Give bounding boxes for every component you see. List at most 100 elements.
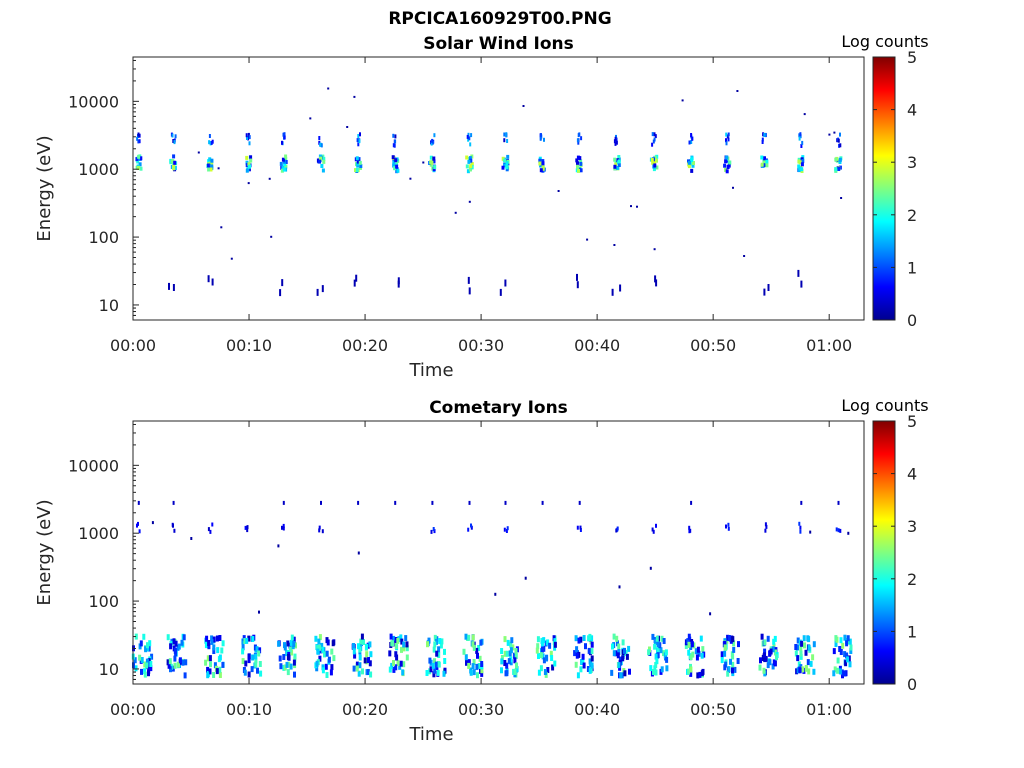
- heatmap-cell: [279, 161, 283, 166]
- heatmap-cell: [619, 672, 623, 679]
- heatmap-cell: [369, 651, 373, 658]
- heatmap-cell: [258, 647, 262, 654]
- heatmap-cell: [443, 648, 446, 655]
- colorbar-tick-label: 4: [907, 465, 917, 484]
- heatmap-cell: [658, 642, 662, 649]
- heatmap-cell: [687, 641, 691, 648]
- heatmap-cell: [763, 133, 766, 137]
- heatmap-cell: [687, 164, 691, 169]
- heatmap-cell: [246, 525, 249, 530]
- heatmap-cell: [289, 663, 293, 670]
- heatmap-cell: [588, 633, 592, 640]
- heatmap-cell: [834, 167, 838, 172]
- heatmap-cell: [848, 661, 852, 668]
- heatmap-cell: [699, 635, 703, 642]
- heatmap-cell: [140, 657, 144, 663]
- heatmap-cell: [578, 500, 581, 505]
- heatmap-cell: [553, 641, 557, 648]
- heatmap-cell: [405, 654, 409, 661]
- heatmap-cell: [650, 157, 654, 162]
- heatmap-cell: [172, 166, 176, 171]
- heatmap-cell: [212, 648, 216, 654]
- heatmap-cell: [733, 666, 737, 673]
- heatmap-cell: [539, 136, 542, 141]
- heatmap-cell: [512, 652, 516, 659]
- heatmap-cell: [763, 288, 766, 296]
- heatmap-cell: [475, 663, 479, 670]
- heatmap-cell: [725, 155, 729, 160]
- heatmap-cell: [355, 167, 359, 172]
- heatmap-cell: [144, 646, 148, 653]
- heatmap-cell: [357, 670, 361, 677]
- heatmap-cell: [541, 161, 545, 166]
- heatmap-cell: [545, 654, 549, 661]
- heatmap-cell: [139, 166, 143, 171]
- heatmap-cell: [402, 645, 406, 652]
- heatmap-cell: [205, 635, 209, 642]
- heatmap-cell: [286, 654, 290, 660]
- heatmap-cell: [617, 163, 621, 167]
- heatmap-cell: [612, 633, 616, 640]
- heatmap-cell: [355, 661, 359, 668]
- heatmap-cell: [318, 634, 322, 641]
- heatmap-cell: [249, 158, 253, 163]
- heatmap-cell: [433, 529, 436, 534]
- heatmap-cell: [769, 648, 773, 655]
- heatmap-cell: [579, 636, 583, 643]
- heatmap-cell: [698, 671, 702, 678]
- heatmap-cell: [212, 672, 216, 678]
- heatmap-cell: [332, 655, 336, 662]
- heatmap-cell: [138, 139, 141, 144]
- heatmap-cell: [208, 140, 211, 145]
- heatmap-cell: [173, 140, 176, 145]
- heatmap-cell: [614, 136, 617, 141]
- heatmap-cell: [472, 659, 476, 665]
- heatmap-cell: [582, 635, 586, 641]
- heatmap-cell: [177, 643, 181, 650]
- x-tick-label: 00:10: [226, 700, 272, 719]
- heatmap-cell: [654, 275, 657, 283]
- heatmap-cell: [169, 643, 173, 650]
- heatmap-cell: [221, 661, 225, 668]
- heatmap-cell: [215, 668, 219, 675]
- heatmap-cell: [243, 638, 247, 644]
- heatmap-cell: [468, 500, 471, 505]
- heatmap-cell: [282, 654, 286, 660]
- heatmap-cell: [212, 644, 216, 651]
- heatmap-cell: [550, 655, 554, 661]
- heatmap-cell: [765, 163, 769, 168]
- heatmap-cell: [218, 635, 222, 641]
- heatmap-cell: [799, 653, 803, 660]
- heatmap-cell: [536, 643, 540, 650]
- heatmap-cell: [357, 142, 360, 147]
- heatmap-cell: [368, 641, 372, 648]
- heatmap-cell: [321, 529, 324, 534]
- heatmap-cell: [432, 671, 436, 678]
- heatmap-cell: [477, 663, 481, 669]
- heatmap-cell: [513, 669, 517, 675]
- heatmap-cell: [688, 525, 691, 530]
- heatmap-cell: [709, 612, 712, 616]
- heatmap-cell: [800, 162, 804, 167]
- heatmap-cell: [664, 649, 668, 656]
- heatmap-cell: [692, 161, 695, 165]
- heatmap-cell: [505, 133, 508, 138]
- heatmap-cell: [540, 646, 544, 653]
- heatmap-cell: [355, 156, 359, 161]
- heatmap-cell: [843, 634, 847, 641]
- heatmap-cell: [723, 163, 727, 168]
- heatmap-cell: [636, 205, 638, 208]
- heatmap-cell: [399, 660, 403, 667]
- heatmap-cell: [731, 667, 734, 674]
- heatmap-cell: [352, 665, 356, 672]
- heatmap-cell: [246, 136, 248, 140]
- heatmap-cell: [352, 643, 355, 649]
- heatmap-cell: [838, 157, 842, 162]
- heatmap-cell: [766, 635, 770, 642]
- heatmap-cell: [759, 657, 762, 664]
- heatmap-cell: [509, 641, 513, 648]
- heatmap-cell: [284, 164, 288, 169]
- heatmap-cell: [145, 658, 149, 665]
- heatmap-cell: [366, 669, 370, 675]
- heatmap-cell: [553, 638, 557, 645]
